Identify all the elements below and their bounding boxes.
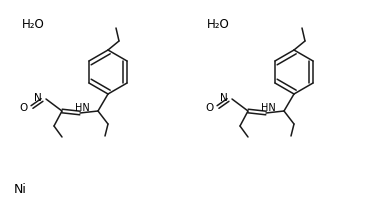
Text: HN: HN xyxy=(75,103,90,113)
Text: O: O xyxy=(20,103,28,113)
Text: Ni: Ni xyxy=(14,183,27,196)
Text: N: N xyxy=(220,93,228,103)
Text: HN: HN xyxy=(261,103,276,113)
Text: H₂O: H₂O xyxy=(22,18,45,31)
Text: N: N xyxy=(34,93,42,103)
Text: O: O xyxy=(206,103,214,113)
Text: H₂O: H₂O xyxy=(207,18,230,31)
